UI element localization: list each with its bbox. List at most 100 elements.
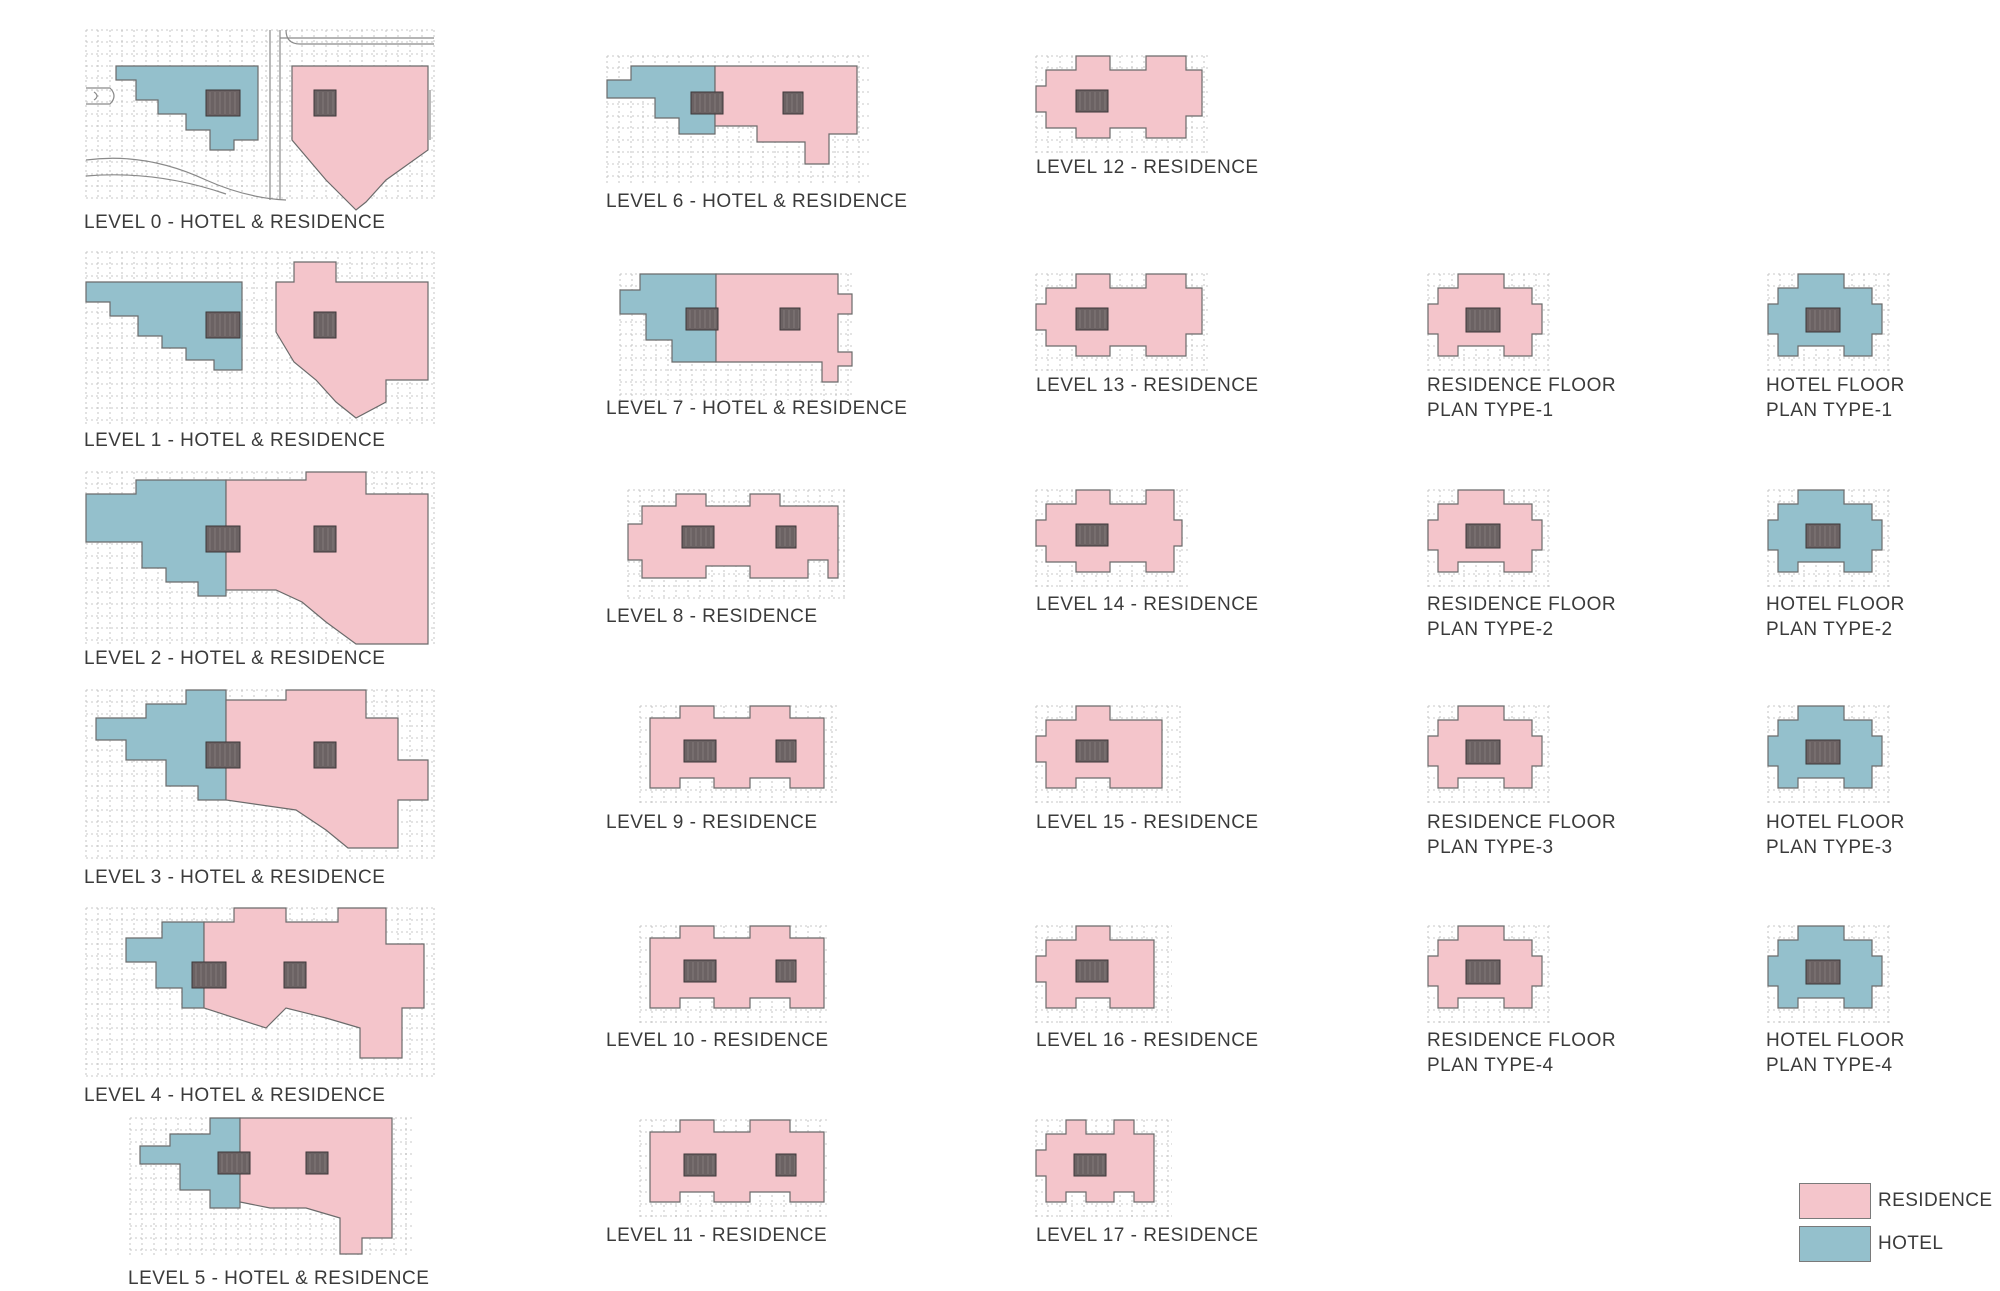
- plan-caption-level-10: LEVEL 10 - RESIDENCE: [606, 1028, 829, 1053]
- floor-plan-level-16: [1035, 925, 1172, 1026]
- circulation-core: [205, 89, 241, 117]
- plan-caption-res-type-3: RESIDENCE FLOOR PLAN TYPE-3: [1427, 810, 1616, 860]
- plan-caption-hotel-type-1: HOTEL FLOOR PLAN TYPE-1: [1766, 373, 1905, 423]
- plan-caption-res-type-4: RESIDENCE FLOOR PLAN TYPE-4: [1427, 1028, 1616, 1078]
- caption-line: PLAN TYPE-4: [1766, 1055, 1893, 1076]
- caption-line: LEVEL 1 - HOTEL & RESIDENCE: [84, 430, 386, 451]
- floor-plan-drawing: [1767, 489, 1892, 590]
- floor-plan-level-5: [129, 1117, 412, 1258]
- residence-area: [649, 1119, 825, 1203]
- floor-plan-drawing: [1035, 273, 1208, 374]
- floor-plan-drawing: [639, 705, 838, 806]
- caption-line: LEVEL 5 - HOTEL & RESIDENCE: [128, 1268, 430, 1289]
- caption-line: PLAN TYPE-2: [1427, 619, 1554, 640]
- caption-line: RESIDENCE FLOOR: [1427, 812, 1617, 833]
- floor-plan-drawing: [1427, 705, 1552, 806]
- circulation-core: [681, 525, 715, 549]
- caption-line: LEVEL 10 - RESIDENCE: [606, 1030, 829, 1051]
- caption-line: PLAN TYPE-2: [1766, 619, 1893, 640]
- caption-line: HOTEL FLOOR: [1766, 594, 1905, 615]
- legend-swatch-hotel: [1799, 1226, 1871, 1262]
- plan-caption-res-type-2: RESIDENCE FLOOR PLAN TYPE-2: [1427, 592, 1616, 642]
- circulation-core: [205, 311, 241, 339]
- plan-caption-level-11: LEVEL 11 - RESIDENCE: [606, 1223, 827, 1248]
- circulation-core: [191, 961, 227, 989]
- circulation-core: [283, 961, 307, 989]
- circulation-core: [205, 525, 241, 553]
- caption-line: HOTEL FLOOR: [1766, 1030, 1905, 1051]
- floor-plan-drawing: [85, 689, 435, 860]
- plan-caption-level-5: LEVEL 5 - HOTEL & RESIDENCE: [128, 1266, 429, 1291]
- plan-caption-level-13: LEVEL 13 - RESIDENCE: [1036, 373, 1259, 398]
- caption-line: HOTEL FLOOR: [1766, 375, 1905, 396]
- circulation-core: [1075, 959, 1109, 983]
- hotel-area: [125, 921, 205, 1009]
- floor-plan-level-2: [85, 471, 435, 645]
- circulation-core: [217, 1151, 251, 1175]
- circulation-core: [1465, 523, 1501, 549]
- caption-line: LEVEL 11 - RESIDENCE: [606, 1225, 828, 1246]
- floor-plan-level-17: [1035, 1119, 1172, 1220]
- floor-plan-drawing: [85, 907, 435, 1078]
- floor-plan-level-3: [85, 689, 435, 860]
- circulation-core: [313, 525, 337, 553]
- circulation-core: [685, 307, 719, 331]
- caption-line: LEVEL 6 - HOTEL & RESIDENCE: [606, 191, 908, 212]
- caption-line: PLAN TYPE-4: [1427, 1055, 1554, 1076]
- floor-plan-drawing: [1767, 273, 1892, 374]
- residence-area: [225, 471, 429, 645]
- floor-plan-drawing: [85, 29, 435, 211]
- floor-plan-drawing: [1767, 705, 1892, 806]
- caption-line: LEVEL 8 - RESIDENCE: [606, 606, 818, 627]
- plan-caption-level-15: LEVEL 15 - RESIDENCE: [1036, 810, 1259, 835]
- circulation-core: [690, 91, 724, 115]
- circulation-core: [1465, 739, 1501, 765]
- caption-line: LEVEL 0 - HOTEL & RESIDENCE: [84, 212, 386, 233]
- floor-plan-res-type-4: [1427, 925, 1552, 1026]
- hotel-area: [606, 65, 716, 135]
- residence-area: [627, 493, 839, 579]
- circulation-core: [775, 959, 797, 983]
- plan-caption-hotel-type-2: HOTEL FLOOR PLAN TYPE-2: [1766, 592, 1905, 642]
- floor-plan-drawing: [1767, 925, 1892, 1026]
- residence-area: [291, 65, 429, 211]
- floor-plan-level-8: [627, 489, 848, 599]
- residence-area: [649, 925, 825, 1009]
- caption-line: PLAN TYPE-3: [1766, 837, 1893, 858]
- circulation-core: [305, 1151, 329, 1175]
- caption-line: LEVEL 14 - RESIDENCE: [1036, 594, 1259, 615]
- residence-area: [649, 705, 825, 789]
- floor-plan-drawing: [1427, 489, 1552, 590]
- floor-plan-level-6: [606, 55, 869, 186]
- plan-caption-level-17: LEVEL 17 - RESIDENCE: [1036, 1223, 1259, 1248]
- caption-line: LEVEL 4 - HOTEL & RESIDENCE: [84, 1085, 386, 1106]
- plan-caption-level-8: LEVEL 8 - RESIDENCE: [606, 604, 818, 629]
- caption-line: LEVEL 7 - HOTEL & RESIDENCE: [606, 398, 908, 419]
- floor-plan-drawing: [85, 471, 435, 645]
- circulation-core: [1465, 307, 1501, 333]
- caption-line: LEVEL 17 - RESIDENCE: [1036, 1225, 1259, 1246]
- floor-plan-level-1: [85, 251, 435, 424]
- caption-line: RESIDENCE FLOOR: [1427, 375, 1617, 396]
- legend-label-hotel: HOTEL: [1878, 1233, 1944, 1254]
- floor-plan-res-type-1: [1427, 273, 1552, 374]
- floor-plan-hotel-type-1: [1767, 273, 1892, 374]
- caption-line: PLAN TYPE-3: [1427, 837, 1554, 858]
- circulation-core: [1805, 523, 1841, 549]
- circulation-core: [1075, 307, 1109, 331]
- floor-plan-drawing: [606, 55, 869, 186]
- circulation-core: [1805, 307, 1841, 333]
- floor-plan-res-type-3: [1427, 705, 1552, 806]
- floor-plan-level-13: [1035, 273, 1208, 374]
- floor-plan-drawing: [1035, 55, 1208, 156]
- plan-caption-level-14: LEVEL 14 - RESIDENCE: [1036, 592, 1259, 617]
- caption-line: LEVEL 9 - RESIDENCE: [606, 812, 818, 833]
- caption-line: LEVEL 13 - RESIDENCE: [1036, 375, 1259, 396]
- residence-area: [239, 1117, 393, 1255]
- legend-label-residence: RESIDENCE: [1878, 1190, 1993, 1211]
- hotel-area: [115, 65, 259, 151]
- plan-caption-res-type-1: RESIDENCE FLOOR PLAN TYPE-1: [1427, 373, 1616, 423]
- floor-plan-hotel-type-2: [1767, 489, 1892, 590]
- floor-plan-level-4: [85, 907, 435, 1078]
